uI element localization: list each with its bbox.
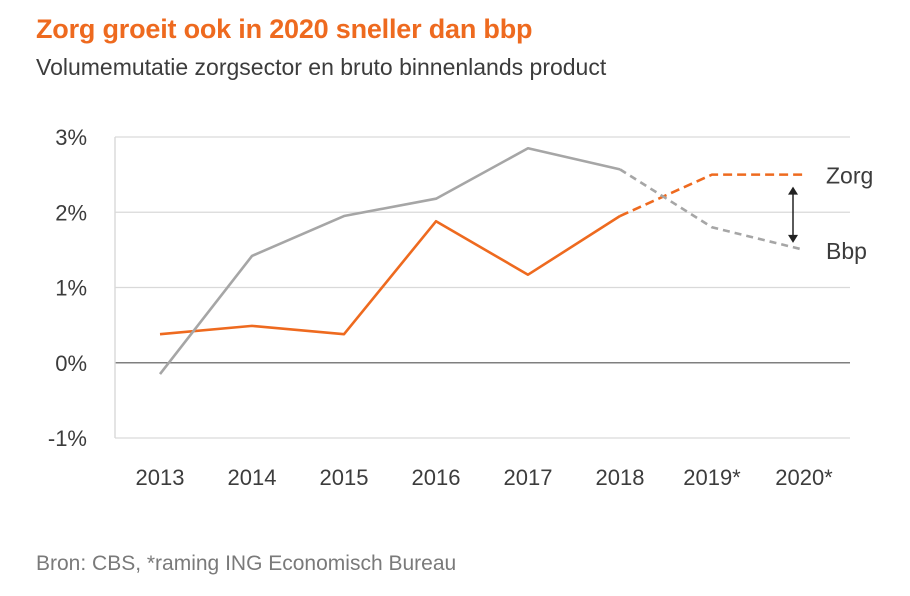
series-labels: Zorg Bbp [826,163,873,264]
chart-title: Zorg groeit ook in 2020 sneller dan bbp [36,14,533,44]
gridlines [114,136,850,439]
zorg-series-label: Zorg [826,163,873,189]
x-tick-label: 2013 [136,465,185,490]
bbp-line-estimate [619,168,805,252]
arrow-head-up [788,186,798,195]
x-tick-label: 2018 [596,465,645,490]
x-tick-label: 2019* [683,465,741,490]
bbp-series-label: Bbp [826,238,867,264]
chart-subtitle: Volumemutatie zorgsector en bruto binnen… [36,54,607,80]
source-note: Bron: CBS, *raming ING Economisch Bureau [36,552,457,575]
difference-arrow [788,186,798,243]
x-tick-label: 2020* [775,465,833,490]
x-tick-label: 2017 [504,465,553,490]
zorg-line-estimate [619,173,804,218]
x-tick-label: 2014 [228,465,277,490]
x-axis: 2013 2014 2015 2016 2017 2018 2019* 2020* [136,465,834,490]
y-tick-label: 1% [55,276,87,301]
zorg-line-actual [159,214,621,336]
x-tick-label: 2016 [412,465,461,490]
arrow-head-down [788,234,798,243]
y-tick-label: 3% [55,125,87,150]
bbp-line-actual [158,146,621,375]
y-axis: 3% 2% 1% 0% -1% [48,125,87,451]
series-lines [158,146,805,375]
x-tick-label: 2015 [320,465,369,490]
y-tick-label: 2% [55,200,87,225]
y-tick-label: -1% [48,426,87,451]
y-tick-label: 0% [55,351,87,376]
